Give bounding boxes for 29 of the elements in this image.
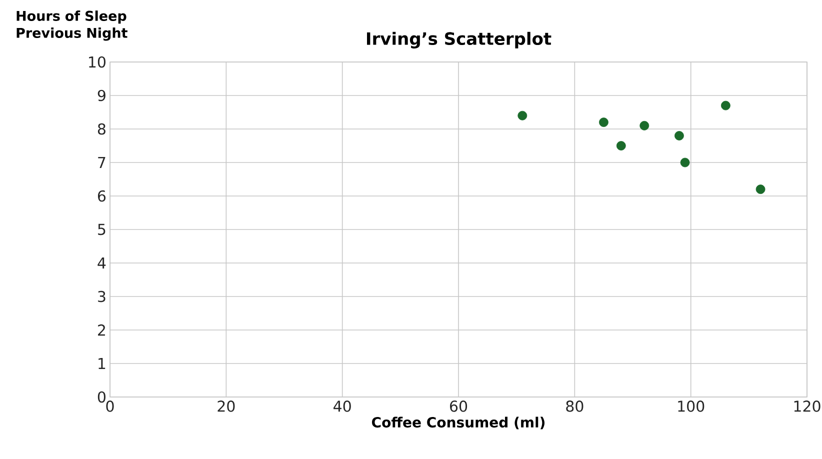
x-tick-label: 120 xyxy=(794,400,820,412)
x-tick-label: 20 xyxy=(218,400,235,412)
y-axis-title: Hours of Sleep Previous Night xyxy=(16,10,128,41)
point xyxy=(640,120,650,130)
x-tick-label: 0 xyxy=(106,400,114,412)
y-tick-label: 9 xyxy=(98,90,106,102)
point xyxy=(674,131,684,140)
y-tick-label: 5 xyxy=(98,224,106,236)
x-tick-label: 100 xyxy=(678,400,704,412)
y-tick-label: 8 xyxy=(98,123,106,135)
y-tick-label: 4 xyxy=(98,258,106,268)
point xyxy=(720,100,730,110)
y-tick-label: 1 xyxy=(98,358,106,369)
x-axis-title: Coffee Consumed (ml) xyxy=(372,416,544,430)
x-tick-label: 60 xyxy=(450,400,468,412)
y-tick-label: 6 xyxy=(98,190,106,202)
point xyxy=(756,184,766,194)
point xyxy=(680,158,690,168)
point xyxy=(599,118,608,127)
y-tick-label: 3 xyxy=(98,290,106,302)
x-tick-label: 40 xyxy=(334,400,351,412)
y-tick-label: 0 xyxy=(98,391,106,403)
y-tick-label: 2 xyxy=(98,324,105,336)
y-tick-label: 7 xyxy=(98,157,106,168)
x-tick-label: 80 xyxy=(566,400,584,412)
chart-title: Irving’s Scatterplot xyxy=(367,32,552,48)
point xyxy=(616,141,626,150)
y-tick-label: 10 xyxy=(89,56,106,68)
point xyxy=(518,110,528,120)
